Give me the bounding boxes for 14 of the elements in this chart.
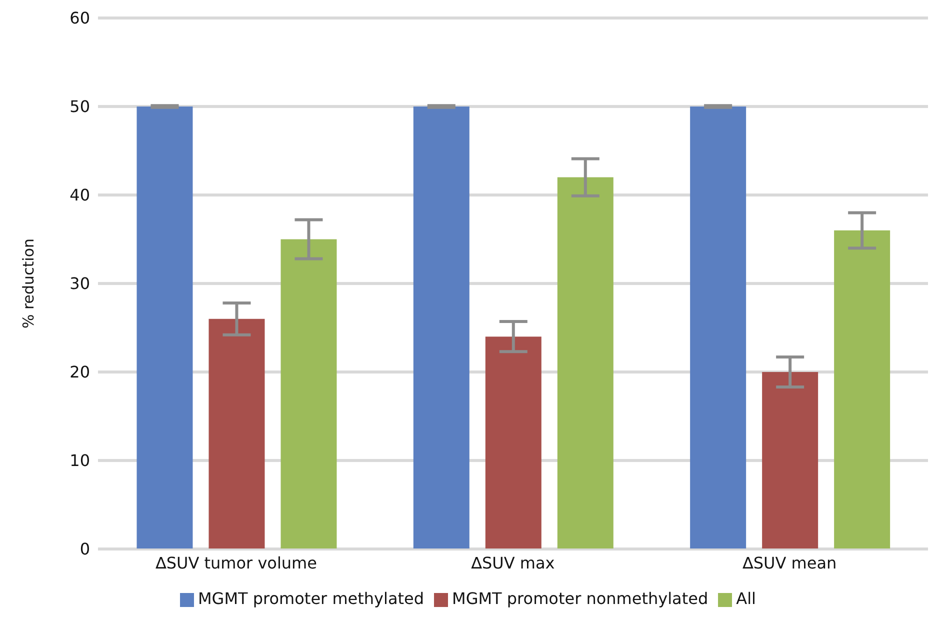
y-axis-title: % reduction [19, 238, 38, 329]
x-tick-label: ∆SUV tumor volume [154, 553, 317, 572]
x-tick-label: ∆SUV max [470, 553, 555, 572]
y-tick-label: 40 [70, 186, 90, 205]
y-tick-label: 0 [80, 540, 90, 559]
legend-label: MGMT promoter nonmethylated [452, 589, 708, 608]
y-tick-label: 60 [70, 8, 90, 28]
x-tick-label: ∆SUV mean [742, 553, 837, 572]
legend-label: MGMT promoter methylated [198, 589, 424, 608]
legend-label: All [736, 589, 756, 608]
y-tick-label: 10 [70, 451, 90, 470]
y-tick-label: 30 [70, 274, 90, 294]
y-tick-label: 20 [70, 362, 90, 382]
y-tick-label: 50 [70, 97, 90, 116]
